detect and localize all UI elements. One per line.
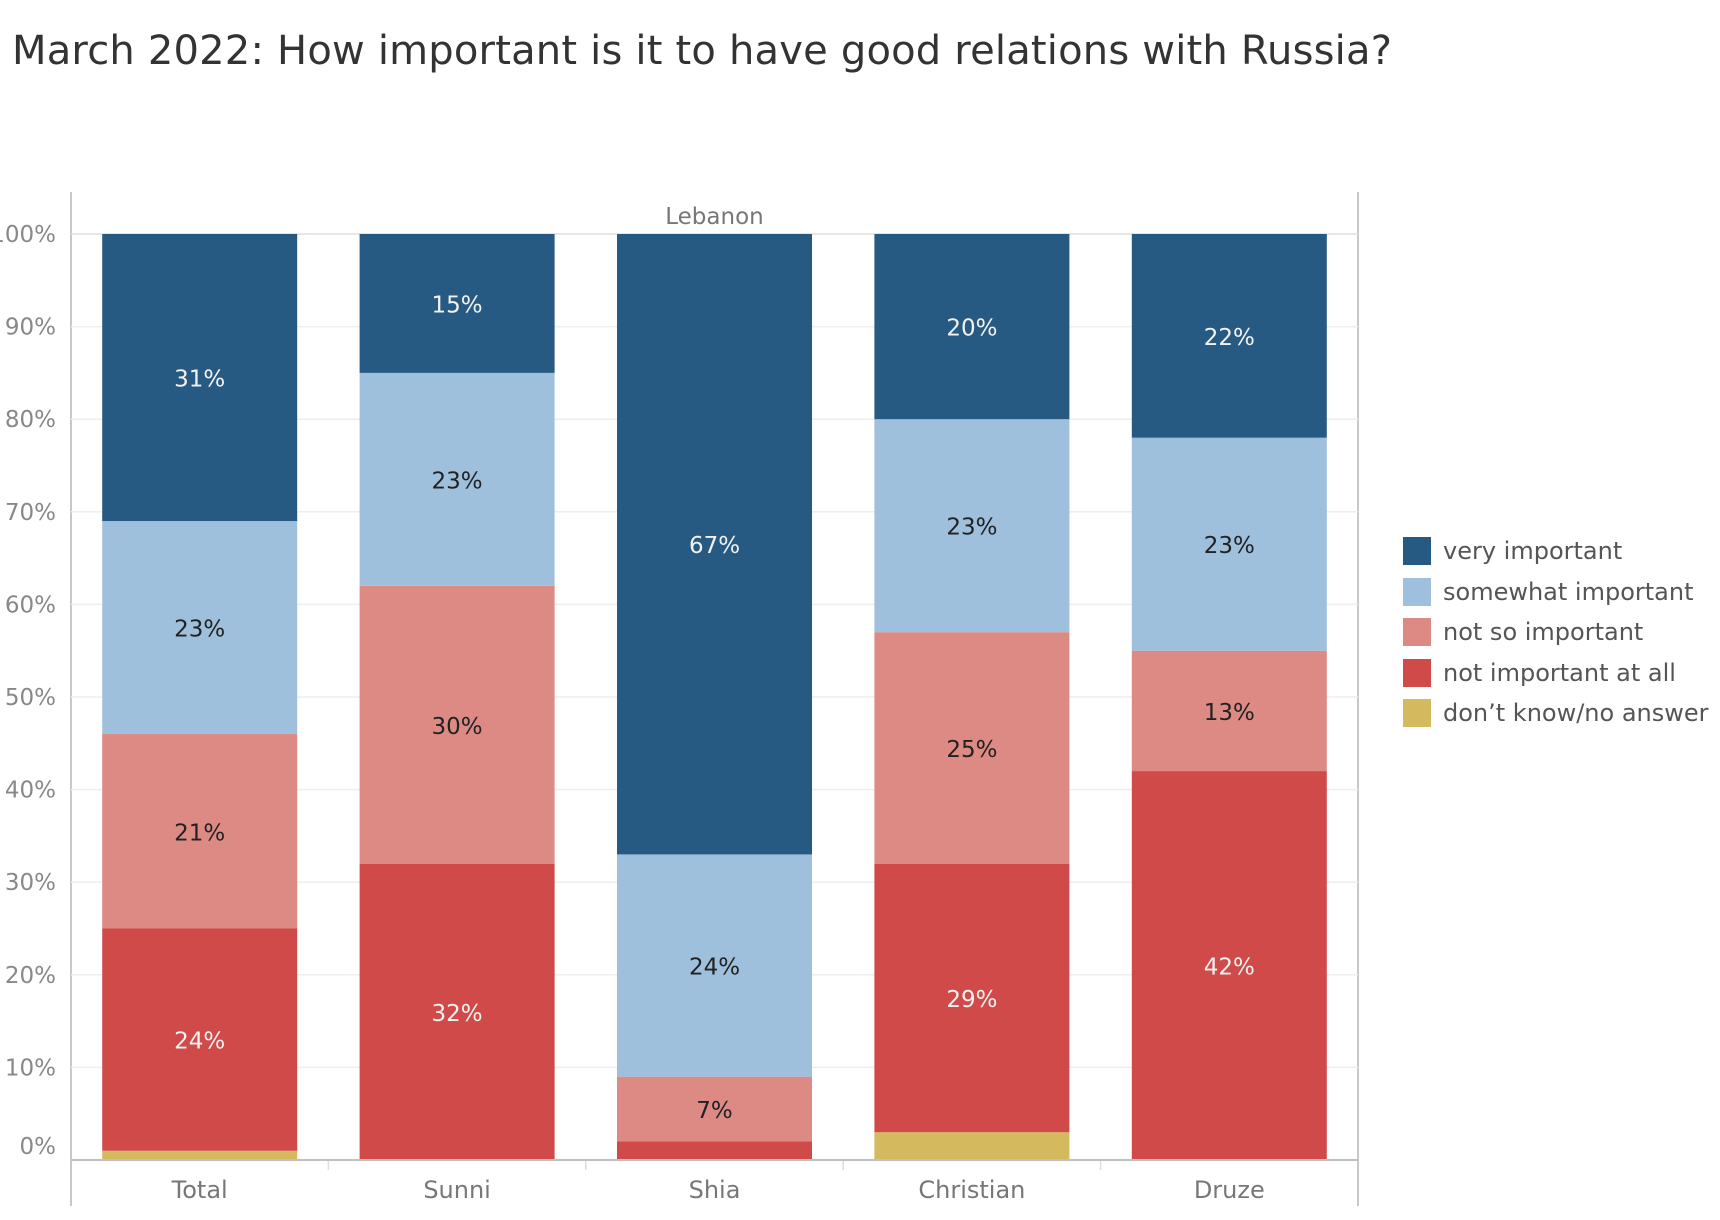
legend-swatch bbox=[1403, 699, 1431, 728]
legend-item: not so important bbox=[1403, 612, 1709, 653]
legend-swatch bbox=[1403, 658, 1431, 687]
bar-segment bbox=[359, 863, 555, 1160]
bar-segment bbox=[102, 521, 298, 735]
bar-segment bbox=[874, 632, 1070, 864]
x-tick-label: Christian bbox=[918, 1176, 1025, 1204]
legend-item: somewhat important bbox=[1403, 572, 1709, 613]
data-label: 22% bbox=[1204, 325, 1255, 351]
legend-label: somewhat important bbox=[1443, 577, 1694, 606]
x-tick-label: Druze bbox=[1194, 1176, 1265, 1204]
chart-title: March 2022: How important is it to have … bbox=[12, 28, 1393, 74]
legend-label: not so important bbox=[1443, 618, 1644, 647]
y-tick-label: 10% bbox=[5, 1055, 56, 1081]
x-tick-label: Sunni bbox=[423, 1176, 491, 1204]
data-label: 15% bbox=[432, 292, 483, 318]
y-tick-label: 100% bbox=[0, 222, 56, 248]
legend-item: very important bbox=[1403, 531, 1709, 572]
bar-segment bbox=[102, 734, 298, 929]
y-tick-label: 70% bbox=[5, 500, 56, 526]
bar-segment bbox=[1131, 650, 1327, 772]
bar-segment bbox=[617, 234, 812, 855]
data-label: 24% bbox=[689, 955, 740, 981]
x-tick-label: Shia bbox=[689, 1176, 741, 1204]
data-label: 31% bbox=[174, 367, 225, 393]
data-label: 29% bbox=[946, 987, 997, 1013]
chart-legend: very important somewhat important not so i… bbox=[1403, 531, 1709, 734]
bar-segment bbox=[359, 585, 555, 864]
bar-segment bbox=[1131, 437, 1327, 651]
legend-item: don’t know/no answer bbox=[1403, 693, 1709, 734]
y-tick-label: 60% bbox=[5, 592, 56, 618]
y-tick-label: 90% bbox=[5, 315, 56, 341]
panel-label: Lebanon bbox=[665, 204, 763, 230]
bar-segment bbox=[874, 234, 1070, 420]
bar-segment bbox=[617, 1141, 812, 1160]
y-tick-label: 80% bbox=[5, 407, 56, 433]
data-label: 23% bbox=[174, 617, 225, 643]
legend-swatch bbox=[1403, 537, 1431, 566]
data-label: 23% bbox=[432, 468, 483, 494]
data-label: 23% bbox=[946, 515, 997, 541]
legend-swatch bbox=[1403, 618, 1431, 647]
data-label: 24% bbox=[174, 1029, 225, 1055]
legend-label: not important at all bbox=[1443, 658, 1676, 687]
bar-segment bbox=[359, 372, 555, 586]
bar-segment bbox=[102, 1150, 298, 1160]
data-label: 13% bbox=[1204, 700, 1255, 726]
bar-segment bbox=[617, 854, 812, 1077]
bar-segment bbox=[874, 419, 1070, 633]
legend-label: don’t know/no answer bbox=[1443, 699, 1709, 728]
data-label: 32% bbox=[432, 1001, 483, 1027]
y-tick-label: 30% bbox=[5, 870, 56, 896]
bar-segment bbox=[874, 1132, 1070, 1160]
bar-segment bbox=[102, 234, 298, 522]
data-label: 23% bbox=[1204, 533, 1255, 559]
data-label: 7% bbox=[696, 1098, 733, 1124]
bar-segment bbox=[617, 1076, 812, 1142]
bar-segment bbox=[1131, 234, 1327, 438]
data-label: 20% bbox=[946, 316, 997, 342]
data-label: 21% bbox=[174, 820, 225, 846]
bar-segment bbox=[102, 928, 298, 1151]
y-tick-label: 20% bbox=[5, 963, 56, 989]
data-label: 42% bbox=[1204, 955, 1255, 981]
y-tick-label: 50% bbox=[5, 685, 56, 711]
data-label: 30% bbox=[432, 714, 483, 740]
y-tick-label: 40% bbox=[5, 778, 56, 804]
legend-label: very important bbox=[1443, 537, 1623, 566]
data-label: 25% bbox=[946, 737, 997, 763]
x-tick-label: Total bbox=[171, 1176, 228, 1204]
bar-segment bbox=[1131, 771, 1327, 1160]
bar-segment bbox=[359, 234, 555, 373]
legend-swatch bbox=[1403, 577, 1431, 606]
bar-segment bbox=[874, 863, 1070, 1133]
y-tick-label: 0% bbox=[20, 1134, 57, 1160]
data-label: 67% bbox=[689, 533, 740, 559]
legend-item: not important at all bbox=[1403, 653, 1709, 694]
